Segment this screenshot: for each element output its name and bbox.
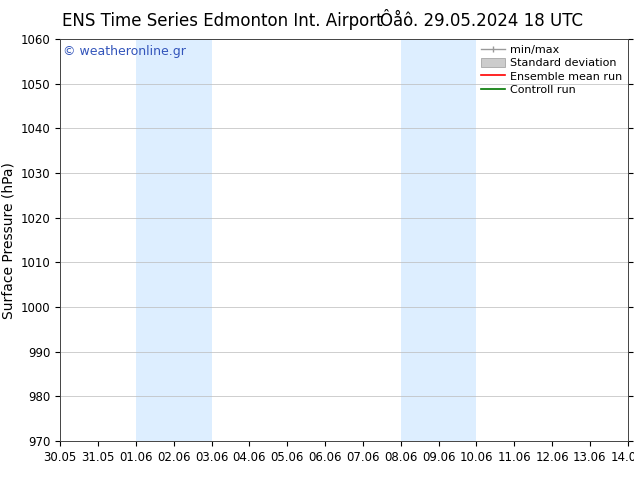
Bar bbox=[136, 39, 212, 441]
Y-axis label: Surface Pressure (hPa): Surface Pressure (hPa) bbox=[1, 162, 15, 318]
Text: ENS Time Series Edmonton Int. Airport: ENS Time Series Edmonton Int. Airport bbox=[61, 12, 382, 30]
Text: © weatheronline.gr: © weatheronline.gr bbox=[63, 45, 186, 58]
Legend: min/max, Standard deviation, Ensemble mean run, Controll run: min/max, Standard deviation, Ensemble me… bbox=[479, 43, 624, 97]
Text: Ôåô. 29.05.2024 18 UTC: Ôåô. 29.05.2024 18 UTC bbox=[380, 12, 583, 30]
Bar bbox=[401, 39, 476, 441]
